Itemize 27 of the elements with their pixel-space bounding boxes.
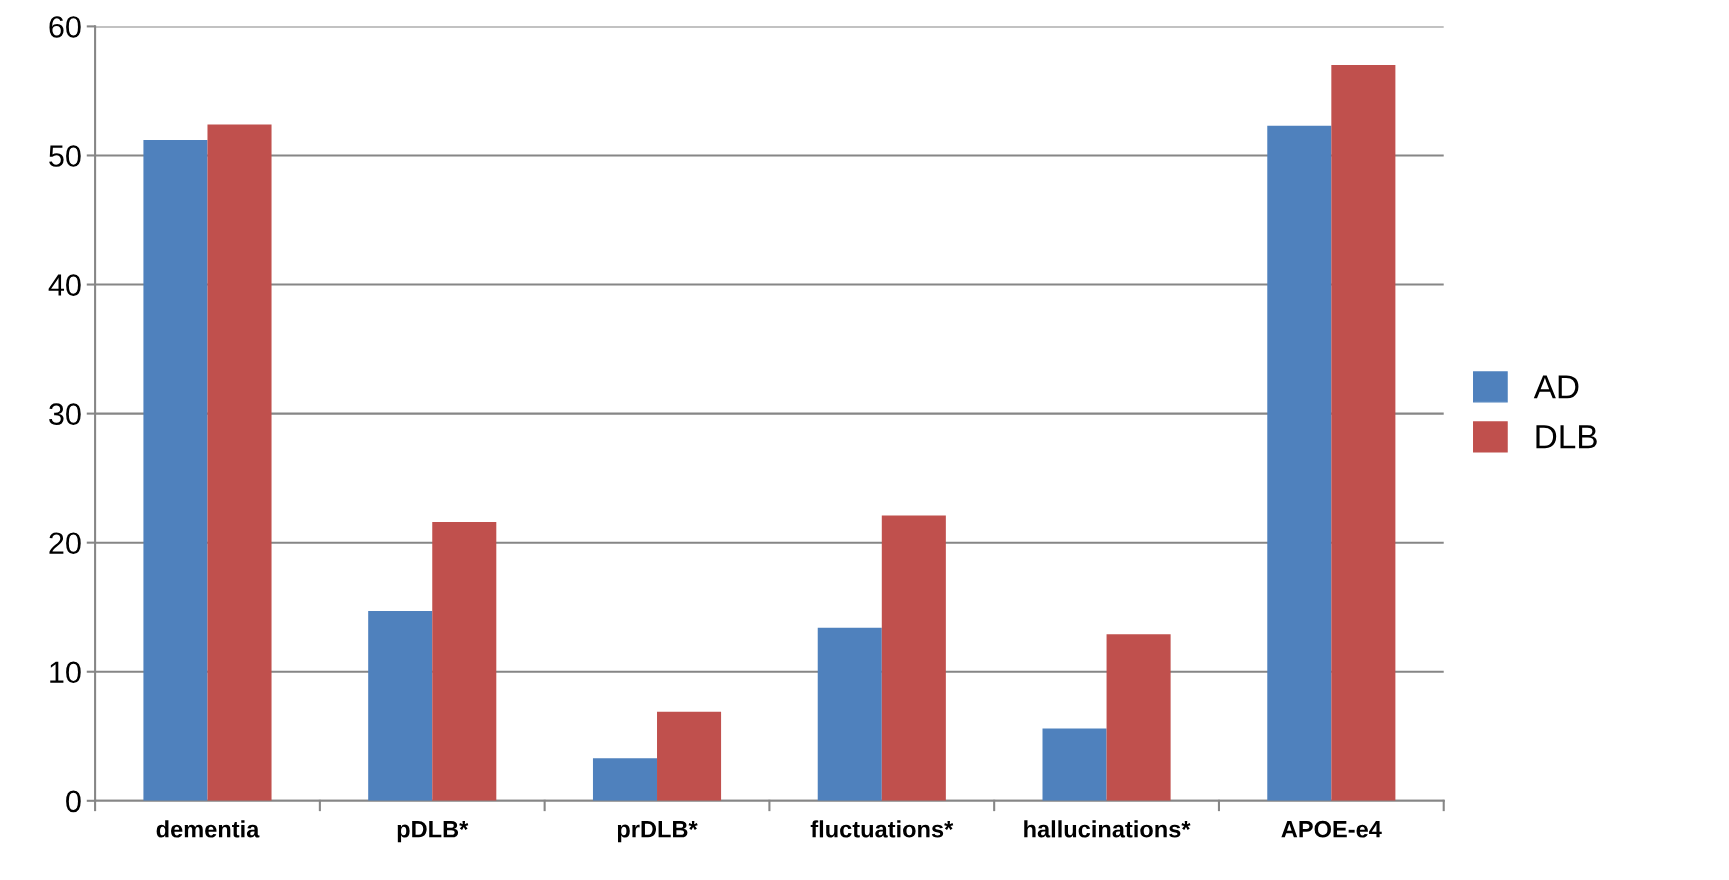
y-tick-label: 0 [66,790,81,813]
x-tick-label: APOE-e4 [1281,820,1382,838]
bar [881,515,946,801]
bar [1267,125,1332,801]
y-tick-label: 10 [50,661,81,684]
y-tick-label: 40 [48,274,81,296]
x-tick-label: hallucinations* [1024,820,1191,838]
y-tick-label: 20 [49,532,81,555]
legend-label: AD [1533,375,1579,399]
bar [432,522,497,801]
x-tick-label: fluctuations* [810,820,954,838]
bar [1042,728,1107,801]
bar [1331,65,1396,801]
x-tick-label: pDLB* [397,821,469,843]
y-tick-label: 30 [49,403,81,425]
y-tick-label: 60 [49,16,81,38]
bar [1106,634,1171,801]
x-tick-label: dementia [156,820,260,838]
bar [143,139,208,801]
legend-label: DLB [1536,425,1597,449]
bar [368,611,433,801]
bar [817,627,882,801]
x-tick-label: prDLB* [617,821,698,843]
y-tick-label: 50 [49,145,81,167]
bar [657,711,722,801]
bar [207,124,272,801]
bar [592,758,658,801]
